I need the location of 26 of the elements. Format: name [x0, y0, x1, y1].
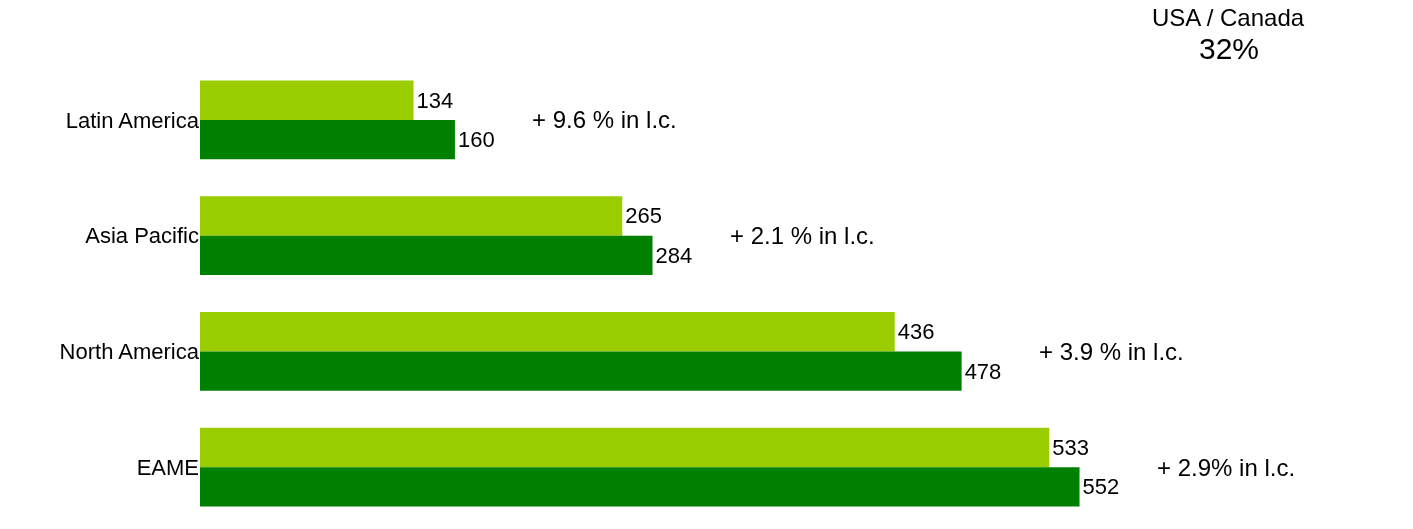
data-label: 533	[1052, 434, 1089, 460]
bar	[200, 427, 1050, 468]
bar	[200, 467, 1080, 507]
bar	[200, 196, 623, 236]
bar	[200, 80, 414, 120]
data-label: 284	[655, 242, 693, 268]
y-tick-label: Asia Pacific	[85, 223, 199, 249]
data-label: 265	[625, 203, 662, 229]
y-tick-label: Latin America	[65, 107, 200, 133]
annotation: + 2.1 % in l.c.	[730, 222, 875, 249]
bar	[200, 351, 962, 391]
text: USA / Canada	[1152, 4, 1305, 31]
text: 32%	[1199, 32, 1260, 65]
annotation: + 3.9 % in l.c.	[1039, 338, 1184, 365]
text: + 2.9% in l.c.	[1157, 454, 1296, 481]
data-label: 436	[897, 319, 935, 345]
data-label: 478	[964, 358, 1002, 384]
bar	[200, 312, 895, 352]
bar	[200, 235, 653, 275]
data-label: 552	[1082, 474, 1120, 500]
y-tick-label: EAME	[136, 454, 199, 480]
bar	[200, 119, 455, 160]
data-label: 160	[457, 127, 495, 153]
annotation: + 9.6 % in l.c.	[532, 106, 677, 133]
data-label: 134	[416, 87, 454, 113]
y-tick-label: North America	[59, 339, 200, 365]
